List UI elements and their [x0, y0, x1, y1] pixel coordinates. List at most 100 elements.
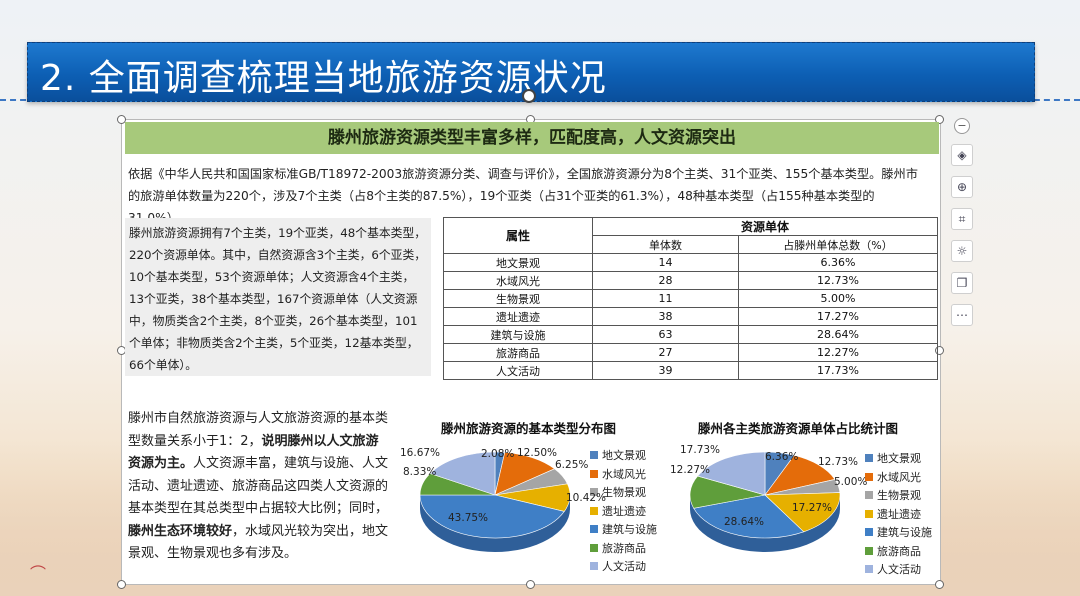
legend-item: 地文景观 [865, 449, 932, 468]
data-label: 17.27% [792, 502, 833, 514]
legend-label: 地文景观 [877, 452, 921, 466]
row-name: 水域风光 [443, 271, 593, 290]
row-name: 地文景观 [443, 253, 593, 272]
analysis-p1: 滕州市自然旅游资源与人文旅游资源的基本类型数量关系小于1：2， [128, 411, 389, 449]
table-header-pct: 占滕州单体总数（%） [738, 235, 938, 254]
legend-item: 生物景观 [865, 486, 932, 505]
legend-label: 水域风光 [877, 470, 921, 484]
panel-heading: 滕州旅游资源类型丰富多样，匹配度高，人文资源突出 [125, 122, 939, 154]
legend-swatch [590, 451, 598, 460]
data-label: 12.27% [670, 464, 711, 476]
resize-handle[interactable] [935, 580, 944, 589]
rotate-handle-icon[interactable] [522, 89, 536, 103]
data-label: 8.33% [403, 466, 437, 478]
legend-item: 水域风光 [590, 465, 657, 484]
legend-swatch [865, 565, 873, 574]
legend-item: 人文活动 [865, 560, 932, 579]
analysis-p2: 人文资源丰富，建筑与设施、人文活动、遗址遗迹、旅游商品这四类人文资源的基本类型在… [128, 456, 389, 516]
row-pct: 28.64% [738, 325, 938, 344]
data-label: 2.08% [481, 448, 515, 460]
resize-handle[interactable] [935, 115, 944, 124]
row-name: 遗址遗迹 [443, 307, 593, 326]
legend-item: 旅游商品 [865, 542, 932, 561]
row-name: 建筑与设施 [443, 325, 593, 344]
pie-slice-5 [419, 494, 565, 539]
layers-icon[interactable]: ◈ [951, 144, 973, 166]
data-label: 5.00% [834, 476, 868, 488]
row-count: 14 [592, 253, 739, 272]
chart1-title: 滕州旅游资源的基本类型分布图 [441, 421, 617, 436]
row-count: 27 [592, 343, 739, 362]
bulb-icon[interactable]: ☼ [951, 240, 973, 262]
row-pct: 5.00% [738, 289, 938, 308]
slide-title[interactable]: 2. 全面调查梳理当地旅游资源状况 [40, 58, 607, 99]
table-row: 地文景观 14 6.36% [443, 253, 938, 272]
legend-swatch [590, 488, 598, 497]
resource-table: 属性 资源单体 单体数 占滕州单体总数（%） 地文景观 14 6.36% 水域风… [443, 217, 938, 380]
legend-label: 建筑与设施 [602, 523, 657, 537]
row-count: 38 [592, 307, 739, 326]
side-toolbar: − ◈ ⊕ ⌗ ☼ ❐ ⋯ [951, 118, 973, 336]
legend-label: 遗址遗迹 [602, 504, 646, 518]
copy-icon[interactable]: ❐ [951, 272, 973, 294]
row-name: 生物景观 [443, 289, 593, 308]
legend-item: 遗址遗迹 [590, 502, 657, 521]
legend-swatch [590, 562, 598, 571]
legend-label: 人文活动 [602, 560, 646, 574]
collapse-icon[interactable]: − [954, 118, 970, 134]
data-label: 6.36% [765, 451, 799, 463]
table-header-attr: 属性 [443, 217, 593, 254]
legend-item: 水域风光 [865, 468, 932, 487]
more-icon[interactable]: ⋯ [951, 304, 973, 326]
table-row: 水域风光 28 12.73% [443, 271, 938, 290]
legend-label: 水域风光 [602, 467, 646, 481]
pie-slice-2 [764, 455, 836, 496]
zoom-icon[interactable]: ⊕ [951, 176, 973, 198]
pie-slice-2 [494, 452, 556, 496]
legend-item: 建筑与设施 [865, 523, 932, 542]
pie-slice-5 [693, 494, 805, 539]
pie-chart-2 [689, 451, 841, 552]
legend-swatch [865, 509, 873, 518]
chart2-legend: 地文景观 水域风光 生物景观 遗址遗迹 建筑与设施 旅游商品 人文活动 [865, 449, 932, 579]
legend-label: 建筑与设施 [877, 526, 932, 540]
legend-item: 旅游商品 [590, 539, 657, 558]
legend-label: 生物景观 [877, 489, 921, 503]
resize-handle[interactable] [117, 115, 126, 124]
row-name: 人文活动 [443, 361, 593, 380]
row-count: 28 [592, 271, 739, 290]
legend-swatch [865, 528, 873, 537]
chart2-title: 滕州各主类旅游资源单体占比统计图 [698, 421, 899, 436]
pie-slice-7 [697, 451, 766, 496]
legend-swatch [865, 472, 873, 481]
data-label: 28.64% [724, 516, 765, 528]
row-count: 11 [592, 289, 739, 308]
table-row: 旅游商品 27 12.27% [443, 343, 938, 362]
intro-paragraph: 依据《中华人民共和国国家标准GB/T18972-2003旅游资源分类、调查与评价… [128, 167, 918, 225]
legend-label: 人文活动 [877, 563, 921, 577]
table-row: 遗址遗迹 38 17.27% [443, 307, 938, 326]
row-count: 63 [592, 325, 739, 344]
legend-swatch [590, 543, 598, 552]
legend-label: 旅游商品 [602, 541, 646, 555]
pie-slice-6 [689, 475, 766, 509]
analysis-bold2: 滕州生态环境较好 [128, 523, 233, 539]
legend-item: 建筑与设施 [590, 520, 657, 539]
row-pct: 12.27% [738, 343, 938, 362]
summary-box [125, 218, 431, 376]
analysis-p3: ，水域风光较为突出，地文景观、生物景观也多有涉及。 [128, 523, 389, 562]
summary-text: 滕州旅游资源拥有7个主类，19个亚类，48个基本类型，220个资源单体。其中，自… [129, 226, 427, 372]
legend-label: 地文景观 [602, 449, 646, 463]
legend-swatch [590, 506, 598, 515]
data-label: 17.73% [680, 444, 721, 456]
data-label: 43.75% [448, 512, 489, 524]
legend-label: 旅游商品 [877, 544, 921, 558]
legend-item: 地文景观 [590, 446, 657, 465]
resize-handle[interactable] [526, 580, 535, 589]
crop-icon[interactable]: ⌗ [951, 208, 973, 230]
legend-label: 生物景观 [602, 486, 646, 500]
table-row: 生物景观 11 5.00% [443, 289, 938, 308]
resize-handle[interactable] [117, 580, 126, 589]
row-pct: 17.27% [738, 307, 938, 326]
row-pct: 12.73% [738, 271, 938, 290]
